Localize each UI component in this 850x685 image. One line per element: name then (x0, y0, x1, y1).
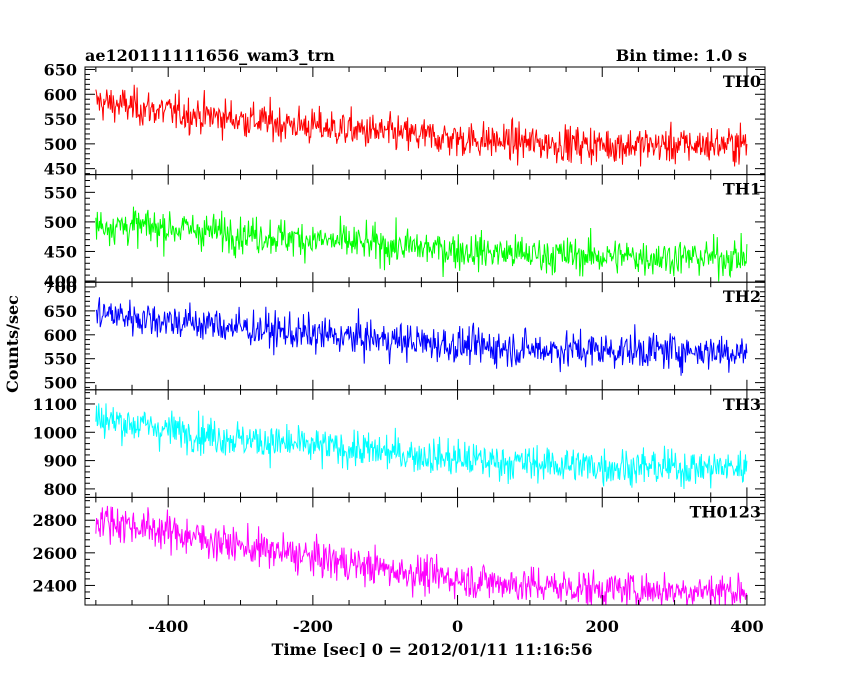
y-tick-label: 1000 (32, 423, 77, 442)
panel-th1: 400 450 500 550 TH1 (44, 174, 766, 291)
series-name-th2: TH2 (723, 287, 761, 306)
panel-frame (84, 174, 766, 283)
y-tick-label: 550 (44, 110, 77, 129)
y-tick-label: 400 (44, 272, 77, 291)
y-tick-label: 550 (44, 350, 77, 369)
x-tick-label: -200 (293, 617, 333, 636)
x-axis-label: Time [sec] 0 = 2012/01/11 11:16:56 (272, 640, 593, 659)
series-line-th0 (95, 84, 748, 167)
panel-th3: 800 900 1000 1100 TH3 (32, 389, 766, 499)
y-tick-label: 2600 (32, 544, 77, 563)
y-tick-label: 450 (44, 160, 77, 179)
y-tick-label: 2400 (32, 576, 77, 595)
x-tick-label: 400 (730, 617, 763, 636)
y-tick-label: 450 (44, 242, 77, 261)
y-axis-label: Counts/sec (3, 295, 22, 393)
panel-th0123: 2400 2600 2800 TH0123 (32, 496, 766, 606)
series-name-th0: TH0 (723, 72, 761, 91)
y-tick-label: 650 (44, 302, 77, 321)
series-line-th3 (95, 403, 748, 490)
panels-group: 450 500 550 600 650 TH0 400 450 500 550 TH1 500 550 6… (32, 60, 766, 636)
y-tick-label: 500 (44, 213, 77, 232)
x-tick-label: -400 (148, 617, 188, 636)
panel-frame (84, 496, 766, 606)
x-tick-label: 200 (586, 617, 619, 636)
series-name-th1: TH1 (723, 180, 761, 199)
bin-time-label: Bin time: 1.0 s (616, 46, 747, 65)
panel-frame (84, 281, 766, 391)
y-tick-label: 800 (44, 480, 77, 499)
series-line-th1 (95, 206, 748, 282)
y-tick-label: 550 (44, 183, 77, 202)
y-tick-label: 600 (44, 326, 77, 345)
y-tick-label: 900 (44, 452, 77, 471)
y-tick-label: 500 (44, 374, 77, 393)
y-tick-label: 650 (44, 60, 77, 79)
x-tick-label: 0 (452, 617, 463, 636)
panel-th0: 450 500 550 600 650 TH0 (44, 60, 766, 179)
chart-title: ae120111111656_wam3_trn (85, 46, 335, 65)
series-line-th0123 (95, 505, 748, 605)
panel-th2: 500 550 600 650 700 TH2 (44, 278, 766, 393)
y-tick-label: 2800 (32, 511, 77, 530)
y-tick-label: 700 (44, 278, 77, 297)
panel-frame (84, 66, 766, 176)
series-name-th3: TH3 (723, 395, 761, 414)
series-line-th2 (95, 297, 748, 376)
y-tick-label: 600 (44, 85, 77, 104)
series-name-th0123: TH0123 (689, 502, 761, 521)
y-tick-label: 500 (44, 135, 77, 154)
y-tick-label: 1100 (32, 395, 77, 414)
